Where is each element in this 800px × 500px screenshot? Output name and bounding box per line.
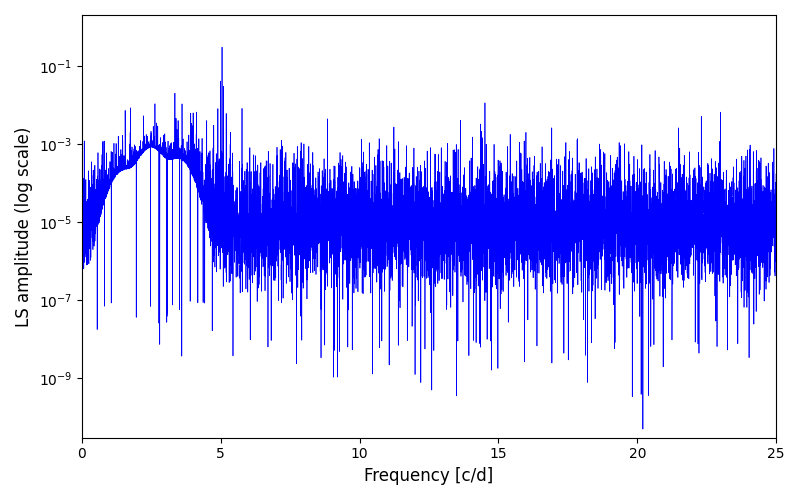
- X-axis label: Frequency [c/d]: Frequency [c/d]: [364, 467, 494, 485]
- Y-axis label: LS amplitude (log scale): LS amplitude (log scale): [15, 126, 33, 326]
